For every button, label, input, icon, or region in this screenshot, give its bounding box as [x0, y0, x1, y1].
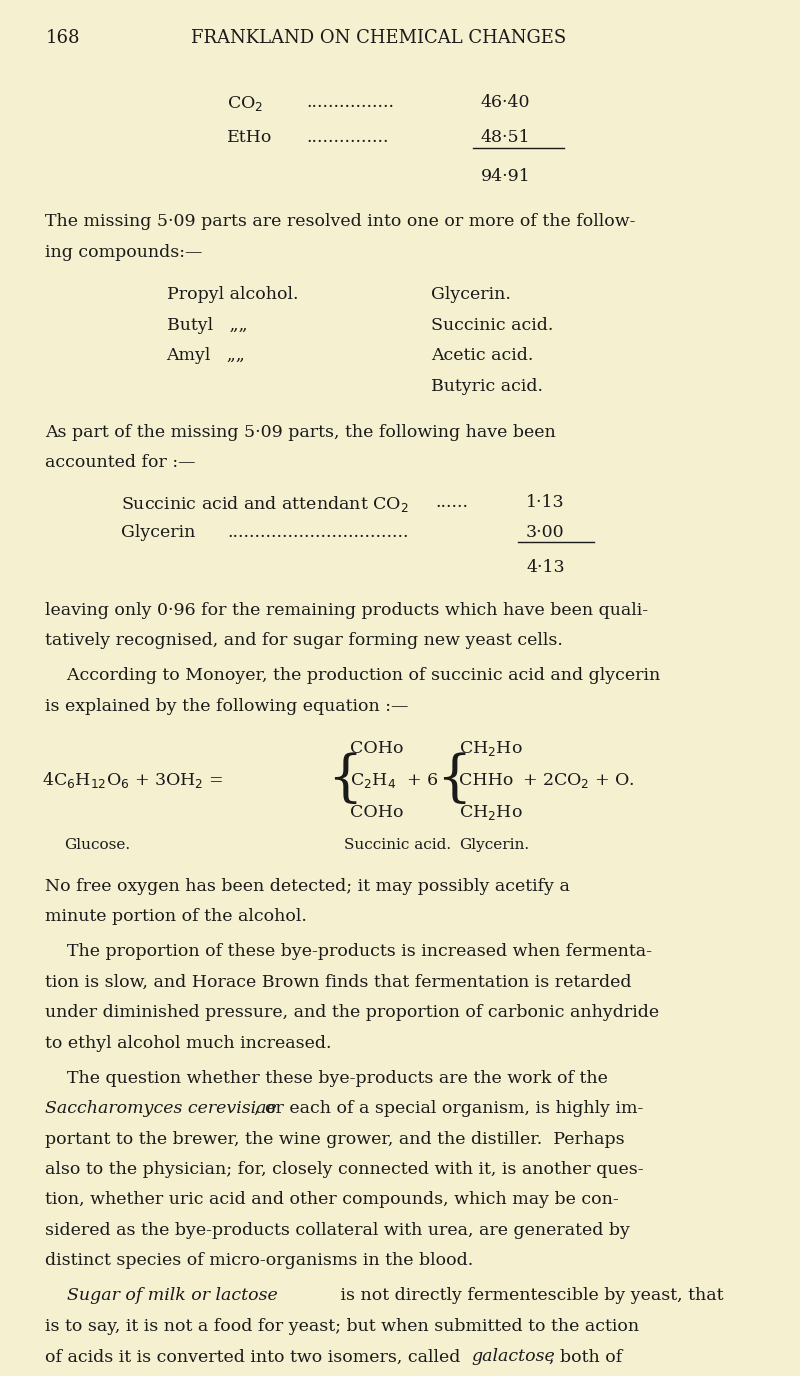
Text: Sugar of milk or lactose: Sugar of milk or lactose	[46, 1288, 278, 1304]
Text: of acids it is converted into two isomers, called: of acids it is converted into two isomer…	[46, 1348, 466, 1365]
Text: .................................: .................................	[227, 524, 409, 541]
Text: minute portion of the alcohol.: minute portion of the alcohol.	[46, 908, 307, 925]
Text: is not directly fermentescible by yeast, that: is not directly fermentescible by yeast,…	[335, 1288, 724, 1304]
Text: The proportion of these bye-products is increased when fermenta-: The proportion of these bye-products is …	[46, 943, 653, 960]
Text: 1·13: 1·13	[526, 494, 565, 510]
Text: Succinic acid.: Succinic acid.	[344, 838, 451, 852]
Text: also to the physician; for, closely connected with it, is another ques-: also to the physician; for, closely conn…	[46, 1161, 644, 1178]
Text: Glycerin.: Glycerin.	[459, 838, 530, 852]
Text: EtHo: EtHo	[227, 129, 273, 146]
Text: leaving only 0·96 for the remaining products which have been quali-: leaving only 0·96 for the remaining prod…	[46, 601, 649, 619]
Text: sidered as the bye-products collateral with urea, are generated by: sidered as the bye-products collateral w…	[46, 1222, 630, 1238]
Text: Succinic acid and attendant CO$_2$: Succinic acid and attendant CO$_2$	[121, 494, 409, 513]
Text: tion is slow, and Horace Brown finds that fermentation is retarded: tion is slow, and Horace Brown finds tha…	[46, 974, 632, 991]
Text: Glycerin: Glycerin	[121, 524, 195, 541]
Text: The missing 5·09 parts are resolved into one or more of the follow-: The missing 5·09 parts are resolved into…	[46, 213, 636, 230]
Text: C$_2$H$_4$: C$_2$H$_4$	[350, 771, 396, 790]
Text: ......: ......	[435, 494, 468, 510]
Text: Saccharomyces cerevisiae: Saccharomyces cerevisiae	[46, 1099, 277, 1117]
Text: Succinic acid.: Succinic acid.	[431, 316, 554, 334]
Text: Propyl alcohol.: Propyl alcohol.	[166, 286, 298, 304]
Text: {: {	[436, 753, 471, 808]
Text: CH$_2$Ho: CH$_2$Ho	[458, 739, 522, 758]
Text: under diminished pressure, and the proportion of carbonic anhydride: under diminished pressure, and the propo…	[46, 1004, 659, 1021]
Text: tatively recognised, and for sugar forming new yeast cells.: tatively recognised, and for sugar formi…	[46, 633, 563, 649]
Text: ...............: ...............	[306, 129, 389, 146]
Text: 4C$_6$H$_{12}$O$_6$ + 3OH$_2$ =: 4C$_6$H$_{12}$O$_6$ + 3OH$_2$ =	[42, 771, 223, 790]
Text: The question whether these bye-products are the work of the: The question whether these bye-products …	[46, 1069, 608, 1087]
Text: , both of: , both of	[550, 1348, 622, 1365]
Text: 46·40: 46·40	[481, 94, 530, 110]
Text: galactose: galactose	[471, 1348, 555, 1365]
Text: Butyric acid.: Butyric acid.	[431, 378, 543, 395]
Text: According to Monoyer, the production of succinic acid and glycerin: According to Monoyer, the production of …	[46, 667, 661, 684]
Text: {: {	[327, 753, 362, 808]
Text: 48·51: 48·51	[481, 129, 530, 146]
Text: 3·00: 3·00	[526, 524, 565, 541]
Text: Butyl   „„: Butyl „„	[166, 316, 247, 334]
Text: is explained by the following equation :—: is explained by the following equation :…	[46, 698, 409, 714]
Text: , or each of a special organism, is highly im-: , or each of a special organism, is high…	[254, 1099, 643, 1117]
Text: ing compounds:—: ing compounds:—	[46, 244, 202, 261]
Text: is to say, it is not a food for yeast; but when submitted to the action: is to say, it is not a food for yeast; b…	[46, 1318, 639, 1335]
Text: accounted for :—: accounted for :—	[46, 454, 196, 471]
Text: As part of the missing 5·09 parts, the following have been: As part of the missing 5·09 parts, the f…	[46, 424, 556, 440]
Text: + 2CO$_2$ + O.: + 2CO$_2$ + O.	[522, 771, 635, 790]
Text: COHo: COHo	[350, 739, 403, 757]
Text: 168: 168	[46, 29, 80, 47]
Text: to ethyl alcohol much increased.: to ethyl alcohol much increased.	[46, 1035, 332, 1051]
Text: CH$_2$Ho: CH$_2$Ho	[458, 802, 522, 821]
Text: No free oxygen has been detected; it may possibly acetify a: No free oxygen has been detected; it may…	[46, 878, 570, 894]
Text: Acetic acid.: Acetic acid.	[431, 347, 534, 365]
Text: Glucose.: Glucose.	[64, 838, 130, 852]
Text: COHo: COHo	[350, 804, 403, 820]
Text: CO$_2$: CO$_2$	[227, 94, 263, 113]
Text: ................: ................	[306, 94, 394, 110]
Text: 94·91: 94·91	[481, 168, 530, 184]
Text: Amyl   „„: Amyl „„	[166, 347, 246, 365]
Text: CHHo: CHHo	[458, 772, 513, 788]
Text: tion, whether uric acid and other compounds, which may be con-: tion, whether uric acid and other compou…	[46, 1192, 619, 1208]
Text: + 6: + 6	[407, 772, 438, 788]
Text: portant to the brewer, the wine grower, and the distiller.  Perhaps: portant to the brewer, the wine grower, …	[46, 1131, 625, 1148]
Text: distinct species of micro-organisms in the blood.: distinct species of micro-organisms in t…	[46, 1252, 474, 1270]
Text: Glycerin.: Glycerin.	[431, 286, 511, 304]
Text: FRANKLAND ON CHEMICAL CHANGES: FRANKLAND ON CHEMICAL CHANGES	[190, 29, 566, 47]
Text: 4·13: 4·13	[526, 559, 565, 577]
